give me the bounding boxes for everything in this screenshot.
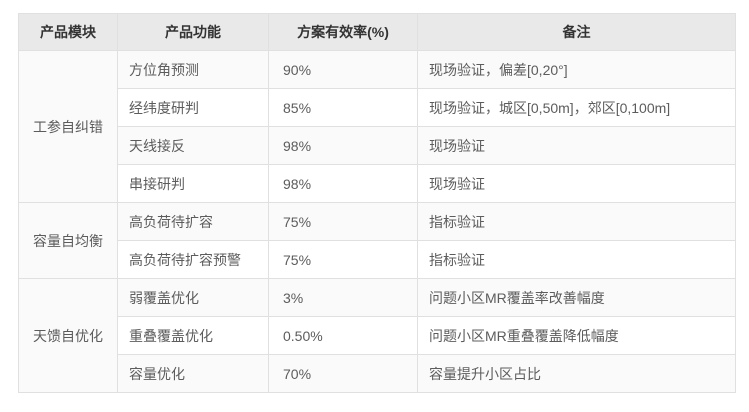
function-cell: 弱覆盖优化 <box>117 278 269 317</box>
table-row: 工参自纠错 方位角预测 90% 现场验证，偏差[0,20°] <box>18 50 736 203</box>
remark-cell: 现场验证，偏差[0,20°] <box>417 50 736 89</box>
rate-cell: 98% <box>268 126 418 165</box>
remark-cell: 问题小区MR覆盖率改善幅度 <box>417 278 736 317</box>
rate-cell: 90% <box>268 50 418 89</box>
rate-cell: 98% <box>268 164 418 203</box>
function-cell: 方位角预测 <box>117 50 269 89</box>
remark-cell: 容量提升小区占比 <box>417 354 736 393</box>
header-product-module: 产品模块 <box>18 13 118 51</box>
table-header: 产品模块 产品功能 方案有效率(%) 备注 <box>18 13 736 51</box>
product-effectiveness-table: 产品模块 产品功能 方案有效率(%) 备注 工参自纠错 方位角预测 90% 现场验证，… <box>18 13 736 393</box>
rate-cell: 0.50% <box>268 316 418 355</box>
table-row: 串接研判 98% 现场验证 <box>19 164 736 203</box>
function-cell: 串接研判 <box>117 164 269 203</box>
table-row: 天线接反 98% 现场验证 <box>19 126 736 165</box>
rate-cell: 75% <box>268 202 418 241</box>
table-row: 容量优化 70% 容量提升小区占比 <box>19 354 736 393</box>
function-cell: 重叠覆盖优化 <box>117 316 269 355</box>
function-cell: 容量优化 <box>117 354 269 393</box>
remark-cell: 问题小区MR重叠覆盖降低幅度 <box>417 316 736 355</box>
remark-cell: 现场验证 <box>417 164 736 203</box>
module-cell: 天馈自优化 <box>18 278 118 393</box>
header-remark: 备注 <box>417 13 736 51</box>
rate-cell: 75% <box>268 240 418 279</box>
function-cell: 天线接反 <box>117 126 269 165</box>
header-row: 产品模块 产品功能 方案有效率(%) 备注 <box>18 13 736 51</box>
table-row: 高负荷待扩容预警 75% 指标验证 <box>19 240 736 279</box>
remark-cell: 指标验证 <box>417 240 736 279</box>
module-cell: 工参自纠错 <box>18 50 118 203</box>
rate-cell: 70% <box>268 354 418 393</box>
rate-cell: 3% <box>268 278 418 317</box>
remark-cell: 现场验证，城区[0,50m]，郊区[0,100m] <box>417 88 736 127</box>
function-cell: 高负荷待扩容 <box>117 202 269 241</box>
remark-cell: 指标验证 <box>417 202 736 241</box>
table-row: 天馈自优化 弱覆盖优化 3% 问题小区MR覆盖率改善幅度 <box>18 278 736 393</box>
function-cell: 高负荷待扩容预警 <box>117 240 269 279</box>
remark-cell: 现场验证 <box>417 126 736 165</box>
module-cell: 容量自均衡 <box>18 202 118 279</box>
table-body: 工参自纠错 方位角预测 90% 现场验证，偏差[0,20°] 经纬度研判 85% 现场验证，… <box>18 50 736 393</box>
table-row: 经纬度研判 85% 现场验证，城区[0,50m]，郊区[0,100m] <box>19 88 736 127</box>
header-effectiveness-rate: 方案有效率(%) <box>268 13 418 51</box>
table-row: 容量自均衡 高负荷待扩容 75% 指标验证 <box>18 202 736 279</box>
function-cell: 经纬度研判 <box>117 88 269 127</box>
header-product-function: 产品功能 <box>117 13 269 51</box>
table-row: 重叠覆盖优化 0.50% 问题小区MR重叠覆盖降低幅度 <box>19 316 736 355</box>
rate-cell: 85% <box>268 88 418 127</box>
